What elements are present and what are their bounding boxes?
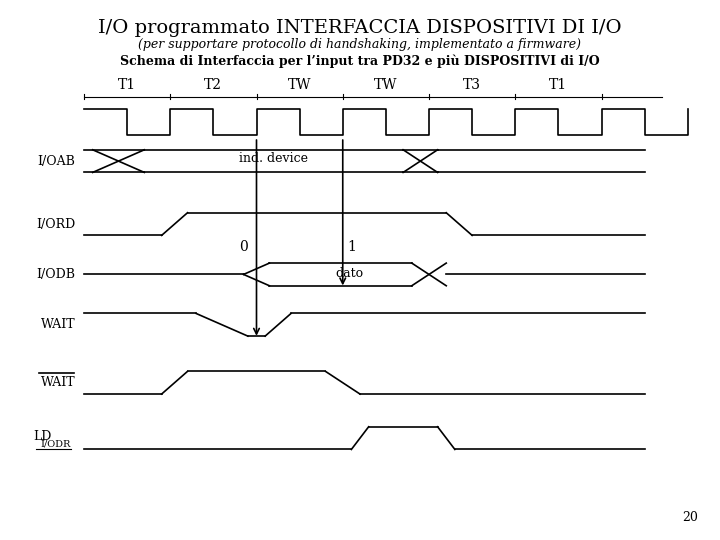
Text: I/ORD: I/ORD <box>36 218 76 231</box>
Text: LD: LD <box>33 430 51 443</box>
Text: WAIT: WAIT <box>41 318 76 332</box>
Text: 1: 1 <box>347 240 356 254</box>
Text: 20: 20 <box>683 511 698 524</box>
Text: I/OAB: I/OAB <box>37 154 76 167</box>
Text: (per supportare protocollo di handshaking, implementato a firmware): (per supportare protocollo di handshakin… <box>138 38 582 51</box>
Text: T1: T1 <box>118 78 136 92</box>
Text: T3: T3 <box>463 78 481 92</box>
Text: ind. device: ind. device <box>239 152 308 165</box>
Text: TW: TW <box>288 78 311 92</box>
Text: I/O programmato INTERFACCIA DISPOSITIVI DI I/O: I/O programmato INTERFACCIA DISPOSITIVI … <box>98 19 622 37</box>
Text: I/ODR: I/ODR <box>41 439 71 448</box>
Text: TW: TW <box>374 78 397 92</box>
Text: 0: 0 <box>239 240 248 254</box>
Text: I/ODB: I/ODB <box>37 268 76 281</box>
Text: T2: T2 <box>204 78 222 92</box>
Text: WAIT: WAIT <box>41 376 76 389</box>
Text: T1: T1 <box>549 78 567 92</box>
Text: Schema di Interfaccia per l’input tra PD32 e più DISPOSITIVI di I/O: Schema di Interfaccia per l’input tra PD… <box>120 54 600 68</box>
Text: dato: dato <box>335 267 364 280</box>
